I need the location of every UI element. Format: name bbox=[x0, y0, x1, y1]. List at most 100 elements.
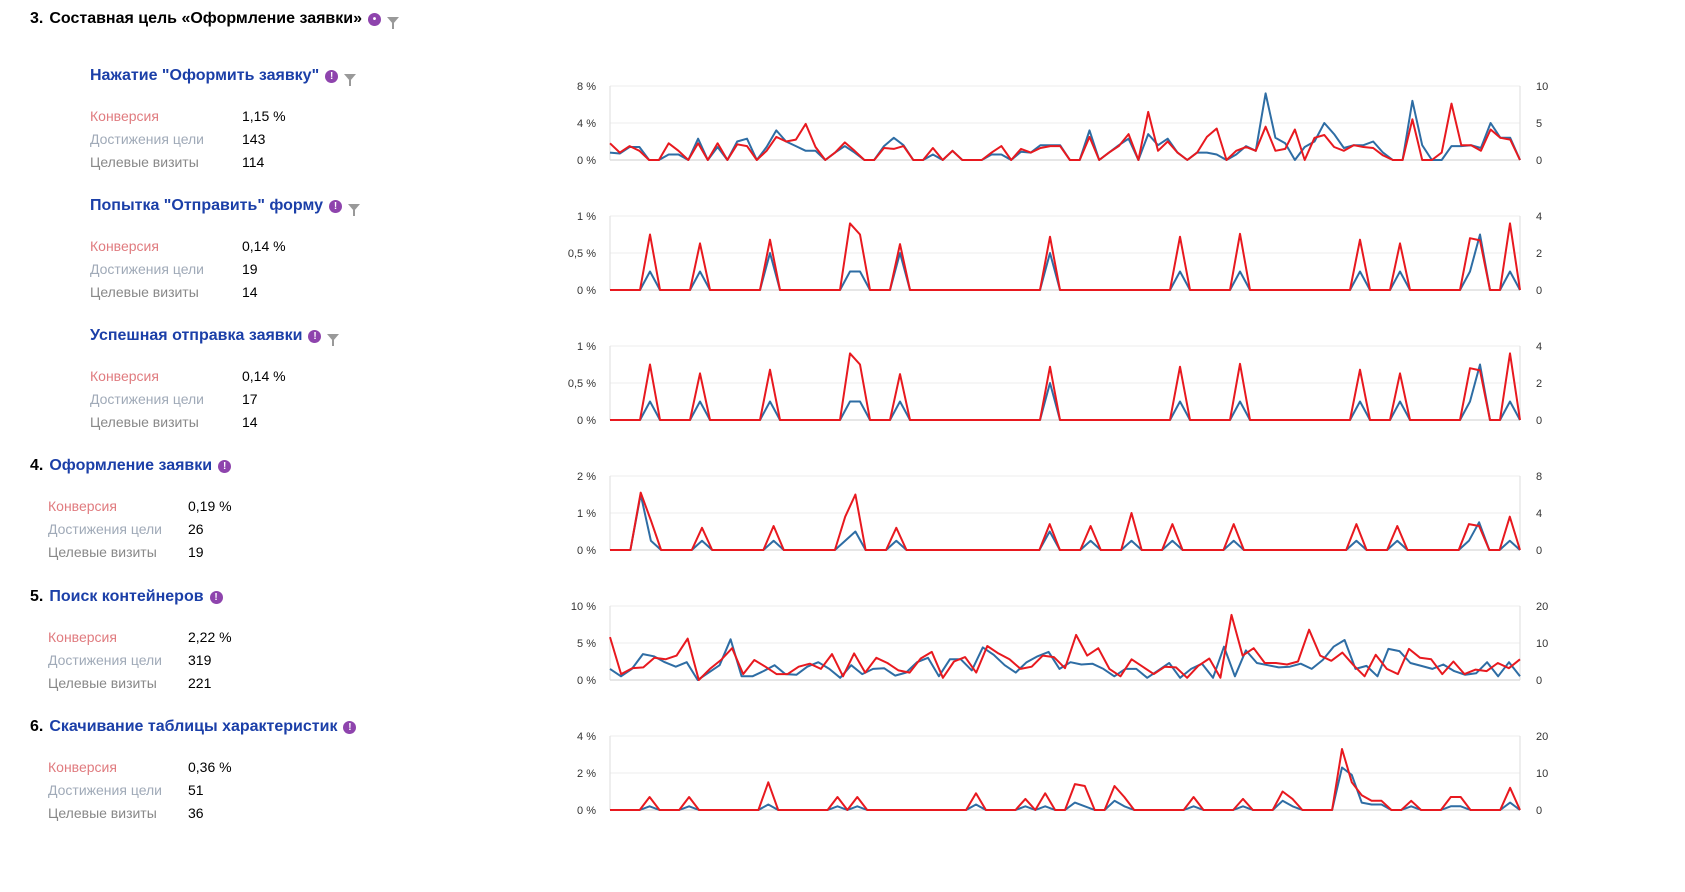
conversion-value: 0,19 % bbox=[188, 497, 232, 514]
sparkline-chart: 0 % 0,5 % 1 % 0 2 4 bbox=[568, 208, 1670, 308]
visits-value: 114 bbox=[242, 153, 265, 170]
left-tick-label: 1 % bbox=[577, 211, 596, 223]
info-badge-icon[interactable]: ! bbox=[325, 69, 339, 83]
achievements-value: 19 bbox=[242, 260, 258, 277]
visits-value: 36 bbox=[188, 804, 204, 821]
left-tick-label: 2 % bbox=[577, 768, 596, 780]
right-tick-label: 5 bbox=[1536, 118, 1542, 130]
info-badge-icon[interactable]: ! bbox=[308, 329, 322, 343]
goal-link[interactable]: Успешная отправка заявки bbox=[90, 327, 303, 344]
left-tick-label: 0 % bbox=[577, 415, 596, 427]
left-tick-label: 10 % bbox=[571, 601, 596, 613]
conversion-label: Конверсия bbox=[48, 628, 117, 645]
conversion-value: 0,36 % bbox=[188, 758, 232, 775]
visits-series-line bbox=[609, 638, 1521, 681]
right-tick-label: 2 bbox=[1536, 248, 1542, 260]
right-tick-label: 0 bbox=[1536, 545, 1542, 557]
subgoal-heading: Попытка "Отправить" форму ! bbox=[90, 197, 361, 216]
visits-value: 19 bbox=[188, 543, 204, 560]
achievements-label: Достижения цели bbox=[90, 260, 205, 277]
filter-icon[interactable] bbox=[344, 73, 357, 86]
info-badge-icon[interactable]: ! bbox=[343, 720, 357, 734]
conversion-series-line bbox=[609, 102, 1521, 161]
filter-icon[interactable] bbox=[348, 203, 361, 216]
goal-stats: Конверсия 0,14 % Достижения цели 17 Целевы… bbox=[90, 364, 286, 433]
conversion-label: Конверсия bbox=[90, 237, 159, 254]
left-tick-label: 2 % bbox=[577, 471, 596, 483]
info-badge-icon[interactable]: ! bbox=[209, 590, 223, 604]
right-tick-label: 10 bbox=[1536, 638, 1548, 650]
right-tick-label: 10 bbox=[1536, 81, 1548, 93]
goal-number: 4. bbox=[30, 457, 44, 474]
right-tick-label: 0 bbox=[1536, 285, 1542, 297]
goal-number: 5. bbox=[30, 588, 44, 605]
goal-3-heading: 3. Составная цель «Оформление заявки» • bbox=[30, 10, 400, 29]
left-tick-label: 0 % bbox=[577, 285, 596, 297]
visits-label: Целевые визиты bbox=[90, 153, 199, 170]
visits-value: 14 bbox=[242, 283, 258, 300]
goal-number: 6. bbox=[30, 718, 44, 735]
conversion-series-line bbox=[610, 491, 1521, 551]
achievements-label: Достижения цели bbox=[48, 520, 163, 537]
goal-number: 3. bbox=[30, 10, 44, 27]
right-tick-label: 0 bbox=[1536, 675, 1542, 687]
left-tick-label: 0 % bbox=[577, 675, 596, 687]
sparkline-chart: 0 % 4 % 8 % 0 5 10 bbox=[577, 78, 1670, 178]
goal-stats: Конверсия 0,19 % Достижения цели 26 Целевы… bbox=[48, 494, 232, 563]
left-tick-label: 8 % bbox=[577, 81, 596, 93]
left-tick-label: 0 % bbox=[577, 155, 596, 167]
sparkline-chart: 0 % 0,5 % 1 % 0 2 4 bbox=[568, 338, 1670, 438]
conversion-label: Конверсия bbox=[48, 497, 117, 514]
right-tick-label: 2 bbox=[1536, 378, 1542, 390]
goal-link[interactable]: Скачивание таблицы характеристик bbox=[49, 718, 338, 735]
goal-link[interactable]: Оформление заявки bbox=[49, 457, 213, 474]
left-tick-label: 0 % bbox=[577, 545, 596, 557]
right-tick-label: 0 bbox=[1536, 415, 1542, 427]
conversion-series-line bbox=[610, 222, 1521, 291]
right-tick-label: 20 bbox=[1536, 731, 1548, 743]
filter-icon[interactable] bbox=[327, 333, 340, 346]
conversion-value: 0,14 % bbox=[242, 367, 286, 384]
left-tick-label: 1 % bbox=[577, 508, 596, 520]
left-tick-label: 0,5 % bbox=[568, 248, 596, 260]
visits-label: Целевые визиты bbox=[48, 674, 157, 691]
goal-4-heading: 4. Оформление заявки ! bbox=[30, 457, 232, 475]
left-tick-label: 4 % bbox=[577, 118, 596, 130]
visits-series-line bbox=[609, 92, 1521, 161]
goal-6-heading: 6. Скачивание таблицы характеристик ! bbox=[30, 718, 357, 736]
conversion-label: Конверсия bbox=[90, 367, 159, 384]
achievements-value: 17 bbox=[242, 390, 258, 407]
right-tick-label: 4 bbox=[1536, 341, 1542, 353]
sparkline-svg: 0 % 2 % 4 % 0 10 20 bbox=[577, 731, 1548, 817]
sparkline-svg: 0 % 1 % 2 % 0 4 8 bbox=[577, 471, 1542, 557]
info-badge-icon[interactable]: ! bbox=[329, 199, 343, 213]
achievements-label: Достижения цели bbox=[48, 651, 163, 668]
visits-label: Целевые визиты bbox=[90, 283, 199, 300]
sparkline-svg: 0 % 0,5 % 1 % 0 2 4 bbox=[568, 211, 1542, 297]
achievements-value: 26 bbox=[188, 520, 204, 537]
subgoal-heading: Нажатие "Оформить заявку" ! bbox=[90, 67, 357, 86]
info-badge-icon[interactable]: ! bbox=[218, 459, 232, 473]
right-tick-label: 4 bbox=[1536, 211, 1542, 223]
right-tick-label: 4 bbox=[1536, 508, 1542, 520]
filter-icon[interactable] bbox=[387, 16, 400, 29]
goal-stats: Конверсия 0,36 % Достижения цели 51 Целевы… bbox=[48, 755, 232, 824]
conversion-label: Конверсия bbox=[90, 107, 159, 124]
goal-title: Составная цель «Оформление заявки» bbox=[49, 10, 363, 27]
achievements-value: 319 bbox=[188, 651, 212, 668]
right-tick-label: 0 bbox=[1536, 805, 1542, 817]
goal-stats: Конверсия 2,22 % Достижения цели 319 Целев… bbox=[48, 625, 232, 694]
left-tick-label: 4 % bbox=[577, 731, 596, 743]
left-tick-label: 1 % bbox=[577, 341, 596, 353]
right-tick-label: 0 bbox=[1536, 155, 1542, 167]
goal-link[interactable]: Поиск контейнеров bbox=[49, 588, 204, 605]
achievements-label: Достижения цели bbox=[48, 781, 163, 798]
right-tick-label: 20 bbox=[1536, 601, 1548, 613]
goal-link[interactable]: Попытка "Отправить" форму bbox=[90, 197, 324, 214]
sparkline-svg: 0 % 5 % 10 % 0 10 20 bbox=[571, 601, 1548, 687]
info-badge-icon[interactable]: • bbox=[368, 12, 382, 26]
achievements-label: Достижения цели bbox=[90, 130, 205, 147]
goal-link[interactable]: Нажатие "Оформить заявку" bbox=[90, 67, 320, 84]
achievements-value: 143 bbox=[242, 130, 266, 147]
conversion-series-line bbox=[609, 613, 1521, 681]
